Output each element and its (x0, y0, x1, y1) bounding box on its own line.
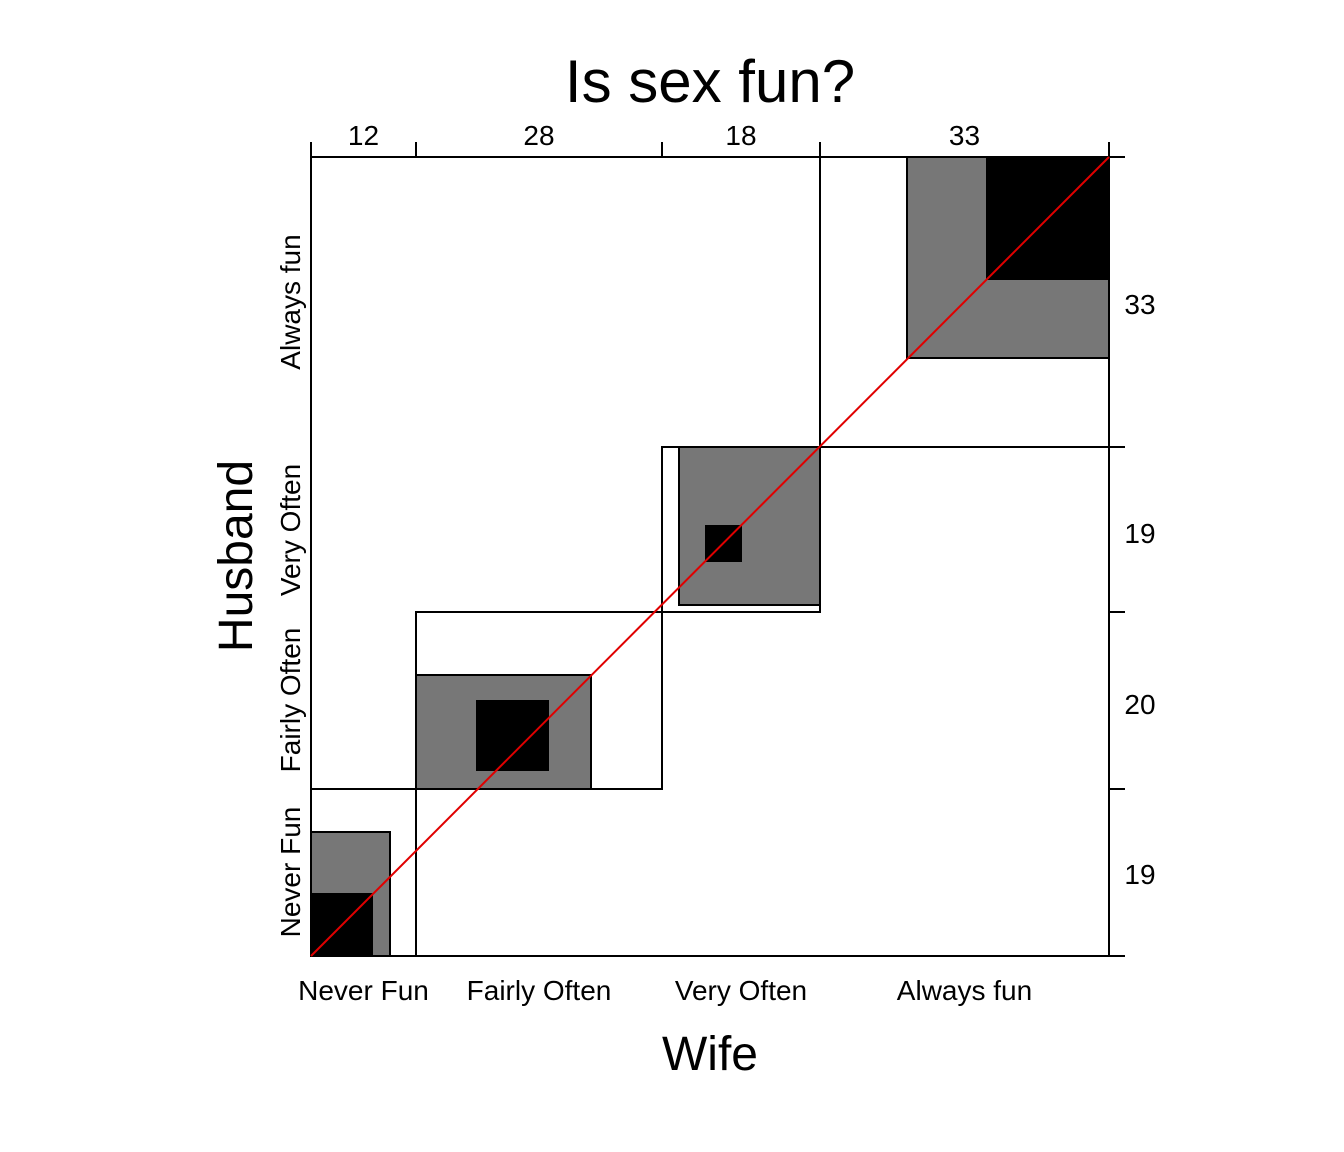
x-axis-title: Wife (662, 1028, 758, 1081)
row-total-label: 19 (1124, 859, 1155, 890)
col-total-label: 28 (523, 120, 554, 151)
y-tick-label: Fairly Often (275, 628, 306, 773)
col-total-label: 12 (348, 120, 379, 151)
partial-agreement-very-often (679, 447, 820, 605)
reference-line-layer (310, 156, 1110, 957)
y-tick-label: Always fun (275, 234, 306, 369)
row-total-label: 20 (1124, 689, 1155, 720)
marginal-rect-fairly-often (415, 611, 663, 790)
y-tick-label: Never Fun (275, 807, 306, 938)
marginal-rect-very-often (661, 446, 821, 613)
x-tick-label: Never Fun (298, 975, 429, 1006)
col-total-label: 33 (949, 120, 980, 151)
row-total-label: 33 (1124, 289, 1155, 320)
labels-layer: 12 28 18 33 19 20 19 33 Never Fun Fairly Often Ver… (275, 120, 1156, 1006)
x-tick-label: Always fun (897, 975, 1032, 1006)
x-tick-label: Fairly Often (467, 975, 612, 1006)
row-total-label: 19 (1124, 518, 1155, 549)
chart-title: Is sex fun? (565, 48, 855, 115)
y-tick-label: Very Often (275, 464, 306, 596)
y-axis-title: Husband (210, 460, 263, 652)
axes-layer (310, 142, 1125, 957)
col-total-label: 18 (725, 120, 756, 151)
reference-line (310, 156, 1110, 957)
exact-agreement-fairly-often (476, 700, 549, 771)
x-tick-label: Very Often (675, 975, 807, 1006)
